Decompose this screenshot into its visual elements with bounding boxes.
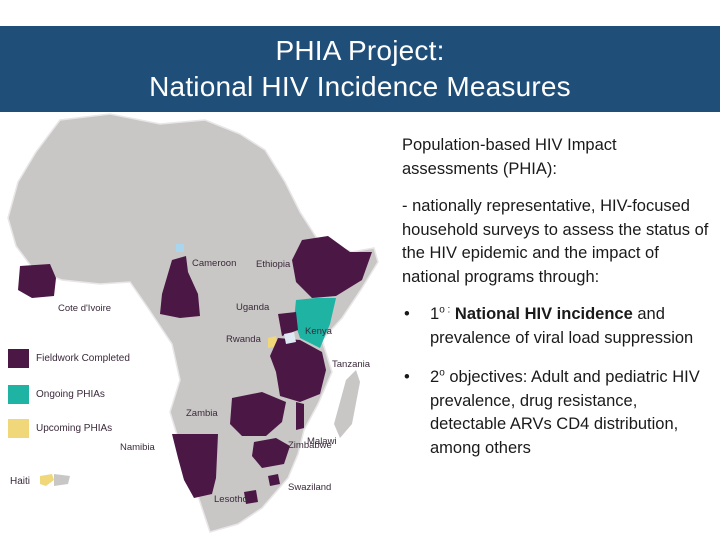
map-label-haiti: Haiti <box>10 476 31 487</box>
map-label-cote-divoire: Cote d'Ivoire <box>58 303 112 314</box>
map-label-cameroon: Cameroon <box>192 258 237 269</box>
text-content: Population-based HIV Impact assessments … <box>402 134 714 460</box>
legend-swatch-yellow <box>8 418 29 438</box>
cameroon-shape <box>160 256 200 318</box>
madagascar <box>334 370 360 438</box>
bullet-superscript: o : <box>439 304 451 316</box>
lesotho-shape <box>244 490 258 504</box>
map-label-swaziland: Swaziland <box>288 482 332 493</box>
intro-paragraph: Population-based HIV Impact assessments … <box>402 136 617 178</box>
slide-title-line-1: PHIA Project: <box>275 35 445 66</box>
legend-fieldwork-completed: Fieldwork Completed <box>8 348 130 368</box>
kenya-shape <box>294 298 336 348</box>
cote-divoire-shape <box>18 264 56 298</box>
legend-upcoming: Upcoming PHIAs <box>8 418 112 438</box>
zimbabwe-shape <box>252 438 290 468</box>
bullet-secondary-objectives: • 2o objectives: Adult and pediatric HIV… <box>402 366 714 460</box>
map-label-zimbabwe: Zimbabwe <box>288 440 332 451</box>
africa-map-graphic <box>7 113 379 533</box>
legend-label: Fieldwork Completed <box>36 352 130 364</box>
slide-title-line-2: National HIV Incidence Measures <box>149 71 571 102</box>
legend-label: Ongoing PHIAs <box>36 388 105 400</box>
hispaniola-shape <box>54 474 70 486</box>
legend-swatch-purple <box>8 348 29 368</box>
tanzania-shape <box>270 338 326 402</box>
haiti-shape <box>40 474 54 486</box>
zambia-shape <box>230 392 286 436</box>
africa-map: Cameroon Ethiopia Cote d'Ivoire Uganda K… <box>0 112 392 540</box>
bullet-icon: • <box>404 368 410 386</box>
map-label-ethiopia: Ethiopia <box>256 259 291 270</box>
bullet-number: 1 <box>430 305 440 323</box>
map-label-malawi: Malawi <box>307 436 337 447</box>
map-label-lesotho: Lesotho <box>214 494 248 505</box>
bullet-text: and prevalence of viral load suppression <box>430 305 694 347</box>
map-label-kenya: Kenya <box>305 326 332 337</box>
lake-chad <box>176 244 184 252</box>
bullet-bold-text: National HIV incidence <box>454 305 633 323</box>
uganda-shape <box>278 312 298 336</box>
lake-victoria <box>284 332 296 344</box>
legend-swatch-teal <box>8 384 29 404</box>
namibia-shape <box>172 434 218 498</box>
bullet-icon: • <box>404 305 410 323</box>
legend-label: Upcoming PHIAs <box>36 422 113 434</box>
africa-landmass <box>7 113 379 533</box>
map-label-tanzania: Tanzania <box>332 359 371 370</box>
description-paragraph: - nationally representative, HIV-focused… <box>402 197 709 286</box>
bullet-text: objectives: Adult and pediatric HIV prev… <box>430 368 700 457</box>
legend-ongoing: Ongoing PHIAs <box>8 384 105 404</box>
map-label-zambia: Zambia <box>186 408 218 419</box>
malawi-shape <box>296 402 304 430</box>
title-banner: PHIA Project: National HIV Incidence Mea… <box>0 26 720 112</box>
map-label-rwanda: Rwanda <box>226 334 261 345</box>
map-label-namibia: Namibia <box>120 442 155 453</box>
bullet-superscript: o <box>439 367 445 379</box>
bullet-number: 2 <box>430 368 440 386</box>
swaziland-shape <box>268 474 280 486</box>
bullet-primary-objective: • 1o : National HIV incidence and preval… <box>402 303 714 350</box>
map-label-uganda: Uganda <box>236 302 270 313</box>
ethiopia-shape <box>292 236 372 298</box>
